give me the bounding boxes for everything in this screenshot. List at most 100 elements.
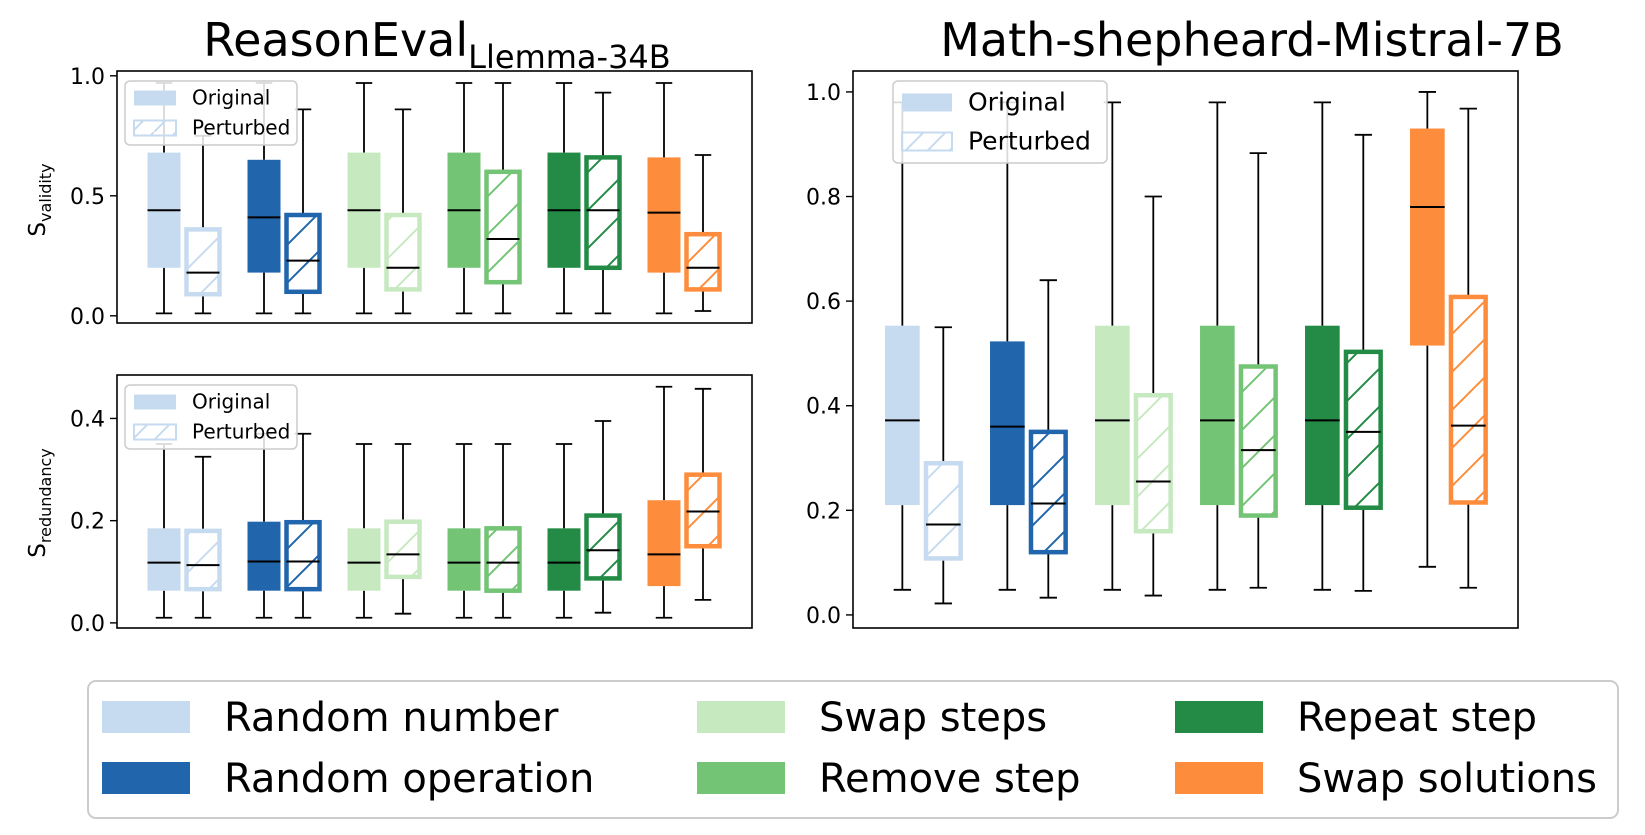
box-original-4 <box>547 443 581 619</box>
box-perturbed-0 <box>184 455 222 619</box>
category-legend: Random number Random operation Swap steps R… <box>87 680 1619 819</box>
validity-axis-label-sub: validity <box>36 163 55 222</box>
right-panel-title: Math-shepheard-Mistral-7B <box>940 13 1564 67</box>
box-original-5 <box>647 82 681 315</box>
box-body <box>885 325 920 506</box>
legend-label-original: Original <box>192 86 270 110</box>
box-body <box>923 461 963 561</box>
y-tick-label: 0.5 <box>70 185 105 210</box>
box-original-3 <box>1200 101 1235 591</box>
axes-frame <box>116 70 753 324</box>
legend-label-original: Original <box>192 390 270 414</box>
box-body <box>384 519 422 580</box>
box-original-2 <box>347 82 381 315</box>
box-perturbed-4 <box>1343 133 1383 592</box>
y-tick-label: 0.0 <box>806 604 841 629</box>
box-body <box>347 528 381 591</box>
box-body <box>1448 294 1488 505</box>
box-perturbed-2 <box>1133 195 1173 597</box>
box-original-1 <box>990 101 1025 591</box>
box-body <box>247 521 281 591</box>
box-body <box>1238 364 1278 518</box>
y-tick-label: 0.6 <box>806 290 841 315</box>
shepherd-box-chart: 0.0 0.2 0.4 0.6 0.8 1.0 Original Perturbed <box>806 70 1519 629</box>
legend-patch-original <box>902 93 952 112</box>
legend-patch-original <box>134 90 176 106</box>
box-perturbed-3 <box>484 82 522 315</box>
box-original-4 <box>1305 101 1340 591</box>
box-body <box>647 157 681 273</box>
legend-patch-original <box>134 394 176 410</box>
left-title-sub: Llemma-34B <box>468 38 671 76</box>
axes-frame <box>852 70 1519 629</box>
box-perturbed-5 <box>684 154 722 312</box>
category-legend-label: Repeat step <box>1297 695 1537 741</box>
category-legend-swatch <box>1175 701 1263 733</box>
redundancy-axis-label: Sredundancy <box>25 448 55 557</box>
box-perturbed-3 <box>1238 152 1278 589</box>
box-body <box>284 212 322 295</box>
redundancy-axis-label-sub: redundancy <box>36 448 55 543</box>
box-body <box>247 159 281 273</box>
y-tick-label: 1.0 <box>806 81 841 106</box>
box-perturbed-1 <box>284 108 322 315</box>
box-perturbed-5 <box>1448 107 1488 589</box>
box-perturbed-3 <box>484 443 522 619</box>
legend-patch-perturbed <box>133 423 177 441</box>
y-tick-label: 0.4 <box>70 407 105 432</box>
box-original-1 <box>247 432 281 619</box>
box-original-2 <box>347 443 381 619</box>
box-original-2 <box>1095 101 1130 591</box>
category-legend-swatch <box>697 762 785 794</box>
box-perturbed-1 <box>1028 279 1068 599</box>
validity-box-chart: 0.0 0.5 1.0 Original Perturbed <box>70 65 753 330</box>
box-perturbed-1 <box>284 432 322 619</box>
box-original-0 <box>885 101 920 591</box>
legend-label-perturbed: Perturbed <box>968 127 1091 156</box>
category-legend-swatch <box>102 762 190 794</box>
y-tick-label: 0.2 <box>806 499 841 524</box>
box-perturbed-2 <box>384 443 422 615</box>
box-body <box>584 513 622 581</box>
box-body <box>1305 325 1340 506</box>
box-body <box>147 528 181 591</box>
category-legend-label: Random operation <box>224 756 594 802</box>
box-perturbed-0 <box>923 326 963 605</box>
box-body <box>1133 393 1173 534</box>
category-legend-swatch <box>102 701 190 733</box>
y-tick-label: 0.2 <box>70 510 105 535</box>
box-body <box>1028 429 1068 555</box>
box-original-0 <box>147 443 181 619</box>
box-original-5 <box>1410 91 1445 568</box>
category-legend-label: Random number <box>224 695 559 741</box>
box-perturbed-0 <box>184 134 222 315</box>
legend-patch-perturbed <box>133 119 177 137</box>
box-body <box>447 528 481 591</box>
box-body <box>384 212 422 292</box>
box-original-4 <box>547 82 581 315</box>
left-title-main: ReasonEval <box>203 13 468 67</box>
panel-legend: Original Perturbed <box>124 384 298 450</box>
box-body <box>1095 325 1130 506</box>
y-tick-label: 1.0 <box>70 65 105 90</box>
box-perturbed-4 <box>584 420 622 614</box>
box-original-3 <box>447 82 481 315</box>
box-perturbed-5 <box>684 387 722 601</box>
box-body <box>647 500 681 587</box>
box-body <box>1410 128 1445 346</box>
category-legend-swatch <box>1175 762 1263 794</box>
y-tick-label: 0.0 <box>70 612 105 637</box>
box-perturbed-2 <box>384 108 422 315</box>
category-legend-swatch <box>697 701 785 733</box>
box-body <box>284 519 322 592</box>
box-original-5 <box>647 385 681 619</box>
legend-label-original: Original <box>968 88 1066 117</box>
redundancy-axis-label-main: S <box>25 543 51 558</box>
box-body <box>1343 349 1383 510</box>
panel-legend: Original Perturbed <box>892 80 1108 164</box>
y-tick-label: 0.8 <box>806 186 841 211</box>
category-legend-label: Swap solutions <box>1297 756 1597 802</box>
box-body <box>547 528 581 591</box>
legend-patch-perturbed <box>901 131 953 152</box>
